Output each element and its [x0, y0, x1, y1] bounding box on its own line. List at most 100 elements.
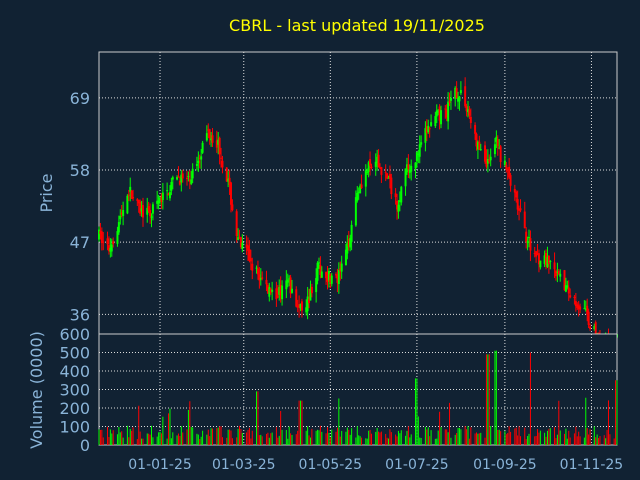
candle-body — [469, 116, 472, 123]
chart-title: CBRL - last updated 19/11/2025 — [229, 16, 485, 35]
candle-body — [567, 287, 570, 294]
candle-body — [360, 184, 363, 189]
candle-body — [576, 304, 579, 308]
candle-body — [509, 175, 512, 186]
price-y-ticks: 36 47 58 69 — [70, 89, 90, 324]
candle-body — [249, 258, 252, 262]
x-tick-label: 01-03-25 — [212, 457, 276, 473]
candle-body — [536, 253, 539, 255]
candle-body — [261, 277, 264, 279]
candle-body — [529, 238, 532, 251]
candle-body — [229, 182, 232, 205]
candle-body — [537, 253, 540, 265]
volume-y-tick-label: 600 — [59, 325, 90, 344]
x-tick-label: 01-05-25 — [299, 457, 363, 473]
candle-body — [476, 141, 479, 150]
candle-body — [367, 162, 370, 172]
candle-body — [415, 152, 418, 162]
candle-body — [546, 256, 549, 267]
candle-body — [488, 159, 491, 162]
candle-body — [239, 237, 242, 247]
candle-body — [201, 142, 204, 153]
candle-body — [171, 177, 174, 180]
candle-body — [594, 322, 597, 337]
candle-body — [515, 191, 518, 198]
volume-y-tick-label: 500 — [59, 344, 90, 363]
candle-body — [569, 295, 572, 298]
candle-body — [159, 197, 162, 202]
candle-body — [259, 277, 262, 280]
candle-body — [208, 129, 211, 139]
volume-y-axis-label: Volume (0000) — [27, 331, 46, 449]
candle-body — [584, 308, 587, 311]
x-tick-label: 01-07-25 — [385, 457, 449, 473]
candle-body — [465, 106, 468, 112]
volume-y-tick-label: 300 — [59, 381, 90, 400]
candle-body — [459, 90, 462, 94]
candle-body — [218, 137, 221, 155]
candle-body — [140, 208, 143, 212]
candle-body — [557, 271, 560, 275]
candle-body — [98, 229, 100, 240]
candle-body — [227, 178, 230, 182]
candle-body — [357, 191, 360, 193]
candle-body — [377, 154, 380, 168]
candle-body — [268, 287, 271, 297]
candle-body — [400, 186, 403, 203]
candle-body — [440, 110, 443, 125]
volume-y-tick-label: 400 — [59, 362, 90, 381]
candle-body — [106, 238, 109, 245]
candle-body — [503, 160, 506, 165]
candle-body — [506, 169, 509, 171]
candle-body — [388, 174, 391, 179]
candle-body — [356, 192, 359, 201]
candle-body — [387, 177, 390, 179]
candle-body — [285, 280, 288, 290]
candle-body — [278, 287, 281, 295]
candle-body — [489, 156, 492, 161]
candle-body — [468, 109, 471, 116]
x-tick-label: 01-11-25 — [560, 457, 624, 473]
candle-body — [241, 242, 244, 249]
candle-body — [258, 274, 261, 281]
price-y-tick-label: 36 — [70, 305, 90, 324]
candle-body — [430, 122, 433, 126]
candle-body — [359, 185, 362, 194]
candle-body — [556, 271, 559, 273]
candle-body — [255, 267, 258, 269]
candle-body — [166, 190, 169, 192]
candle-body — [231, 204, 234, 211]
candle-body — [335, 274, 338, 276]
candle-body — [266, 285, 269, 294]
candle-body — [235, 211, 238, 236]
candle-body — [370, 166, 373, 169]
candle-body — [149, 209, 152, 217]
candle-body — [200, 156, 203, 160]
candle-body — [271, 289, 274, 292]
candle-body — [127, 194, 130, 196]
candle-body — [309, 288, 312, 301]
candle-body — [141, 205, 144, 218]
candle-body — [526, 241, 529, 243]
candle-body — [116, 231, 119, 244]
candle-body — [559, 273, 562, 277]
candle-body — [340, 263, 343, 272]
candle-body — [380, 167, 383, 175]
candle-body — [117, 222, 120, 233]
candle-body — [553, 262, 556, 270]
candle-body — [279, 284, 282, 296]
candle-body — [438, 106, 441, 121]
candle-body — [190, 179, 193, 184]
candle-body — [195, 163, 198, 166]
candle-body — [167, 193, 170, 196]
candle-body — [516, 199, 519, 210]
candle-body — [466, 109, 469, 113]
candle-body — [120, 212, 123, 215]
candle-body — [457, 97, 460, 102]
candle-body — [329, 273, 332, 283]
candle-body — [205, 133, 208, 141]
candle-body — [478, 141, 481, 150]
candle-body — [122, 210, 125, 216]
candle-body — [107, 245, 110, 252]
candle-body — [160, 195, 163, 203]
